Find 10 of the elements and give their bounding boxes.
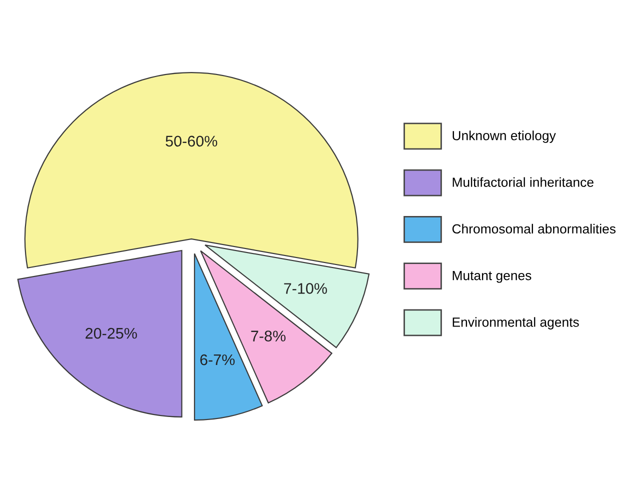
legend-label: Environmental agents — [452, 317, 579, 330]
legend-label: Unknown etiology — [452, 130, 556, 143]
legend-label: Mutant genes — [452, 270, 532, 283]
data-label: 7-10% — [284, 283, 327, 294]
legend-label: Chromosomal abnormalities — [452, 224, 616, 234]
legend-label: Multifactorial inheritance — [452, 177, 594, 187]
data-label: 20-25% — [86, 328, 137, 339]
data-label: 7-8% — [251, 330, 286, 342]
data-label: 6-7% — [200, 354, 235, 366]
data-label: 50-60% — [166, 136, 218, 147]
